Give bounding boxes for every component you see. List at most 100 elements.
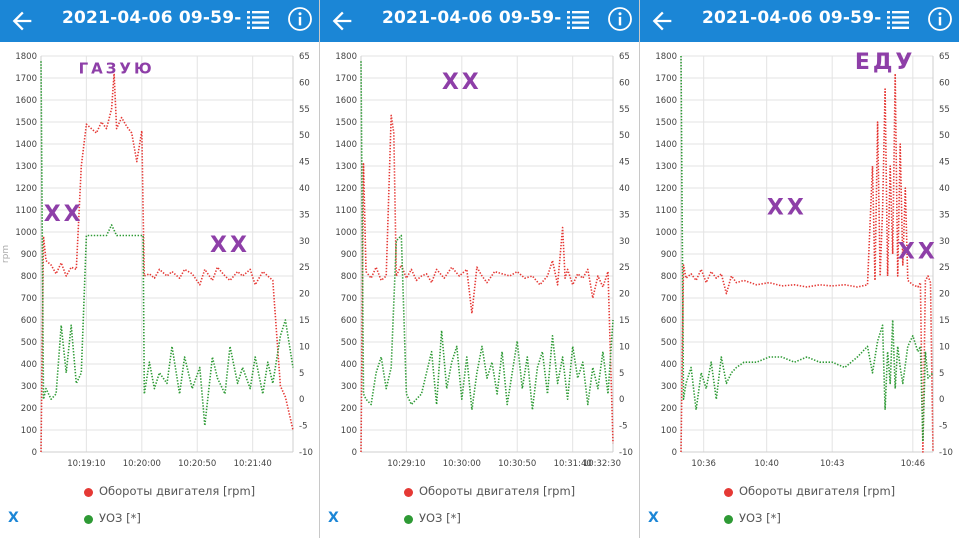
series-line-uoz	[360, 61, 614, 411]
y-tick-label: 1500	[335, 118, 357, 128]
x-tick-label: 10:19:10	[67, 459, 105, 469]
legend-dot-uoz	[404, 515, 413, 524]
y-tick-label: 1200	[15, 184, 37, 194]
y2-tick-label: 40	[619, 184, 630, 194]
y2-tick-label: 15	[939, 316, 950, 326]
y-tick-label: 200	[341, 404, 357, 414]
x-tick-label: 10:29:10	[387, 459, 425, 469]
y-tick-label: 1000	[335, 228, 357, 238]
annotation-label: ХХ	[898, 239, 938, 264]
y2-tick-label: 5	[299, 369, 304, 379]
x-tick-label: 10:21:40	[234, 459, 272, 469]
series-line-uoz	[40, 61, 294, 427]
list-icon[interactable]	[886, 9, 910, 31]
list-icon[interactable]	[246, 9, 270, 31]
y-tick-label: 700	[21, 294, 37, 304]
page-title: 2021-04-06 09-59-...	[382, 8, 562, 28]
y-tick-label: 0	[672, 448, 677, 458]
y2-tick-label: 60	[939, 78, 950, 88]
y2-tick-label: 5	[619, 369, 624, 379]
x-button[interactable]: X	[328, 510, 339, 526]
y-tick-label: 1300	[335, 162, 357, 172]
series-line-uoz	[680, 55, 934, 443]
y-tick-label: 300	[341, 382, 357, 392]
legend-dot-rpm	[404, 488, 413, 497]
y-tick-label: 1000	[655, 228, 677, 238]
x-tick-label: 10:30:00	[443, 459, 481, 469]
y-tick-label: 600	[21, 316, 37, 326]
y2-tick-label: 40	[299, 184, 310, 194]
legend-label-uoz: УОЗ [*]	[99, 511, 141, 525]
y-tick-label: 200	[661, 404, 677, 414]
y-tick-label: 800	[21, 272, 37, 282]
y2-tick-label: 45	[299, 158, 310, 168]
x-tick-label: 10:36	[691, 459, 716, 469]
y-tick-label: 1700	[15, 74, 37, 84]
line-chart[interactable]: 0100200300400500600700800900100011001200…	[640, 42, 959, 472]
y-tick-label: 1600	[655, 96, 677, 106]
y2-tick-label: 20	[619, 290, 630, 300]
y-tick-label: 700	[341, 294, 357, 304]
legend-dot-uoz	[84, 515, 93, 524]
app-bar: 2021-04-06 09-59-...	[0, 0, 319, 42]
y-tick-label: 1400	[335, 140, 357, 150]
y-tick-label: 1400	[15, 140, 37, 150]
y-tick-label: 1800	[335, 52, 357, 62]
line-chart[interactable]: 0100200300400500600700800900100011001200…	[0, 42, 319, 472]
legend-label-rpm: Обороты двигателя [rpm]	[99, 484, 256, 498]
y-tick-label: 400	[661, 360, 677, 370]
y2-tick-label: 30	[299, 237, 310, 247]
y2-tick-label: 45	[939, 158, 950, 168]
y-tick-label: 900	[341, 250, 357, 260]
x-button[interactable]: X	[648, 510, 659, 526]
y-tick-label: 1600	[335, 96, 357, 106]
y2-tick-label: 50	[619, 131, 630, 141]
list-icon[interactable]	[566, 9, 590, 31]
annotation-label: ХХ	[44, 202, 84, 227]
line-chart[interactable]: 0100200300400500600700800900100011001200…	[320, 42, 639, 472]
legend-label-rpm: Обороты двигателя [rpm]	[419, 484, 576, 498]
info-icon[interactable]	[607, 6, 633, 32]
y-tick-label: 500	[341, 338, 357, 348]
arrow-left-icon[interactable]	[8, 7, 36, 35]
y-tick-label: 1800	[15, 52, 37, 62]
y-axis-label: rpm	[1, 245, 11, 263]
legend-item-rpm: Обороты двигателя [rpm]	[320, 484, 639, 502]
arrow-left-icon[interactable]	[328, 7, 356, 35]
y-tick-label: 900	[21, 250, 37, 260]
x-tick-label: 10:43	[820, 459, 845, 469]
panel-divider	[319, 0, 320, 538]
annotation-label: ХХ	[210, 233, 250, 258]
arrow-left-icon[interactable]	[648, 7, 676, 35]
info-icon[interactable]	[927, 6, 953, 32]
legend-item-rpm: Обороты двигателя [rpm]	[640, 484, 959, 502]
y2-tick-label: 10	[299, 342, 310, 352]
legend-item-uoz: УОЗ [*]	[320, 511, 639, 529]
y-tick-label: 0	[352, 448, 357, 458]
y2-tick-label: -10	[939, 448, 953, 458]
y2-tick-label: 35	[939, 210, 950, 220]
y2-tick-label: 55	[299, 105, 310, 115]
y2-tick-label: 35	[619, 210, 630, 220]
x-tick-label: 10:40	[754, 459, 779, 469]
page-title: 2021-04-06 09-59-...	[62, 8, 242, 28]
y-tick-label: 1200	[335, 184, 357, 194]
y-tick-label: 500	[21, 338, 37, 348]
y2-tick-label: 10	[619, 342, 630, 352]
y-tick-label: 800	[341, 272, 357, 282]
y2-tick-label: 25	[619, 263, 630, 273]
y-tick-label: 300	[661, 382, 677, 392]
y-tick-label: 600	[661, 316, 677, 326]
legend-item-rpm: Обороты двигателя [rpm]	[0, 484, 319, 502]
y-tick-label: 1100	[335, 206, 357, 216]
y2-tick-label: -10	[619, 448, 633, 458]
y2-tick-label: 0	[939, 395, 944, 405]
x-button[interactable]: X	[8, 510, 19, 526]
y-tick-label: 1500	[15, 118, 37, 128]
y2-tick-label: -10	[299, 448, 313, 458]
y-tick-label: 900	[661, 250, 677, 260]
info-icon[interactable]	[287, 6, 313, 32]
y-tick-label: 1700	[655, 74, 677, 84]
y-tick-label: 1100	[15, 206, 37, 216]
y2-tick-label: 15	[299, 316, 310, 326]
